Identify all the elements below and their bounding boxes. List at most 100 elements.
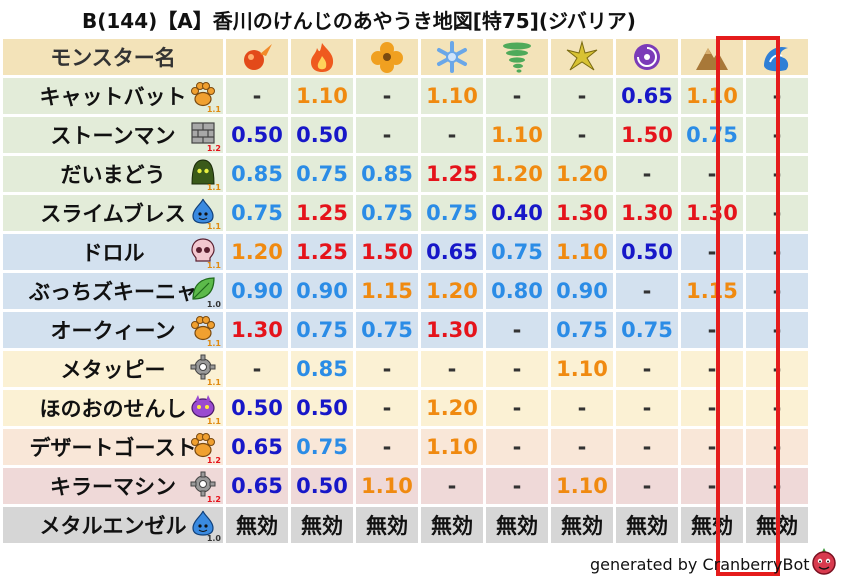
- monster-name-cell: だいまどう 1.1: [3, 156, 223, 192]
- resistance-value-cell: 0.50: [226, 117, 288, 153]
- monster-name: スライムブレス: [40, 202, 186, 226]
- monster-size-label: 1.1: [206, 183, 221, 192]
- element-header-earth-mountain-icon: [681, 39, 743, 75]
- monster-name-cell: メタルエンゼル 1.0: [3, 507, 223, 543]
- resistance-value-cell: 0.50: [616, 234, 678, 270]
- skull-icon: [189, 236, 217, 264]
- resistance-value-cell: 無効: [551, 507, 613, 543]
- resistance-value-cell: -: [356, 78, 418, 114]
- monster-name-cell: キャットバット 1.1: [3, 78, 223, 114]
- table-row: メタッピー 1.1-0.85- - -1.10- - -: [3, 351, 808, 387]
- table-row: オークィーン 1.1 1.30 0.75 0.75 1.30-0.75 0.75- -: [3, 312, 808, 348]
- monster-name: キラーマシン: [50, 475, 176, 499]
- monster-size-label: 1.1: [206, 339, 221, 348]
- resistance-value-cell: 0.65: [616, 78, 678, 114]
- resistance-value-cell: 1.20: [226, 234, 288, 270]
- resistance-value-cell: -: [746, 468, 808, 504]
- table-row: キャットバット 1.1-1.10-1.10- -0.65 1.10-: [3, 78, 808, 114]
- resistance-value-cell: -: [746, 234, 808, 270]
- resistance-value-cell: 1.30: [681, 195, 743, 231]
- resistance-value-cell: 1.20: [551, 156, 613, 192]
- resistance-value-cell: 1.10: [356, 468, 418, 504]
- resistance-value-cell: 1.10: [681, 78, 743, 114]
- resistance-value-cell: 1.15: [681, 273, 743, 309]
- resistance-value-cell: 1.25: [291, 195, 353, 231]
- resistance-value-cell: -: [746, 429, 808, 465]
- resistance-value-cell: -: [486, 351, 548, 387]
- element-header-water-wave-icon: [746, 39, 808, 75]
- monster-size-label: 1.1: [206, 378, 221, 387]
- resistance-value-cell: 0.50: [291, 468, 353, 504]
- resistance-value-cell: -: [616, 273, 678, 309]
- monster-name-cell: スライムブレス 1.1: [3, 195, 223, 231]
- resistance-value-cell: 0.40: [486, 195, 548, 231]
- water-wave-icon: [746, 40, 808, 74]
- resistance-value-cell: -: [681, 429, 743, 465]
- monster-name: ほのおのせんし: [39, 397, 187, 421]
- fire-ball-icon: [226, 40, 288, 74]
- element-header-flame-icon: [291, 39, 353, 75]
- resistance-value-cell: -: [681, 234, 743, 270]
- monster-name: キャットバット: [39, 85, 187, 109]
- resistance-value-cell: 無効: [226, 507, 288, 543]
- purple-beast-icon: [189, 392, 217, 420]
- monster-size-label: 1.0: [206, 300, 221, 309]
- paw-icon: [189, 314, 217, 342]
- resistance-value-cell: -: [746, 273, 808, 309]
- resistance-value-cell: -: [681, 351, 743, 387]
- resistance-value-cell: -: [356, 429, 418, 465]
- resistance-value-cell: 1.10: [551, 351, 613, 387]
- resistance-value-cell: 無効: [746, 507, 808, 543]
- resistance-value-cell: 0.75: [486, 234, 548, 270]
- resistance-value-cell: -: [616, 390, 678, 426]
- resistance-value-cell: 0.50: [291, 390, 353, 426]
- resistance-value-cell: -: [746, 351, 808, 387]
- footer-credit: generated by CranberryBot: [590, 555, 810, 574]
- table-row: キラーマシン 1.2 0.65 0.50 1.10- -1.10- - -: [3, 468, 808, 504]
- monster-name: オークィーン: [50, 319, 176, 343]
- resistance-value-cell: 1.30: [226, 312, 288, 348]
- monster-size-label: 1.2: [206, 144, 221, 153]
- resistance-value-cell: 0.50: [226, 390, 288, 426]
- lightning-burst-icon: [551, 40, 613, 74]
- resistance-value-cell: 0.90: [551, 273, 613, 309]
- resistance-value-cell: 1.10: [421, 429, 483, 465]
- resistance-value-cell: 0.85: [356, 156, 418, 192]
- resistance-value-cell: -: [421, 117, 483, 153]
- resistance-value-cell: 0.75: [356, 195, 418, 231]
- monster-name-cell: ストーンマン 1.2: [3, 117, 223, 153]
- resistance-value-cell: 1.10: [291, 78, 353, 114]
- resistance-value-cell: 1.10: [551, 234, 613, 270]
- resistance-value-cell: 1.30: [421, 312, 483, 348]
- hooded-mage-icon: [189, 158, 217, 186]
- monster-size-label: 1.1: [206, 417, 221, 426]
- resistance-value-cell: 1.30: [616, 195, 678, 231]
- monster-name-cell: ぶっちズキーニャ 1.0: [3, 273, 223, 309]
- resistance-value-cell: 1.20: [421, 390, 483, 426]
- resistance-value-cell: -: [746, 117, 808, 153]
- table-body: キャットバット 1.1-1.10-1.10- -0.65 1.10- ストーンマン 1.2…: [3, 78, 808, 543]
- monster-name: メタルエンゼル: [39, 514, 187, 538]
- resistance-value-cell: 0.85: [291, 351, 353, 387]
- resistance-value-cell: -: [551, 390, 613, 426]
- resistance-value-cell: -: [616, 351, 678, 387]
- resistance-value-cell: 1.50: [356, 234, 418, 270]
- monster-size-label: 1.1: [206, 261, 221, 270]
- resistance-value-cell: 1.25: [421, 156, 483, 192]
- monster-name-cell: キラーマシン 1.2: [3, 468, 223, 504]
- resistance-value-cell: -: [356, 390, 418, 426]
- monster-name-header: モンスター名: [3, 39, 223, 75]
- monster-name: メタッピー: [60, 358, 166, 382]
- resistance-value-cell: -: [746, 390, 808, 426]
- resistance-value-cell: 0.75: [291, 429, 353, 465]
- tornado-icon: [486, 40, 548, 74]
- resistance-value-cell: 無効: [356, 507, 418, 543]
- resistance-value-cell: 0.90: [291, 273, 353, 309]
- resistance-value-cell: 0.75: [291, 156, 353, 192]
- resistance-value-cell: 無効: [681, 507, 743, 543]
- resistance-value-cell: -: [226, 351, 288, 387]
- paw-icon: [189, 431, 217, 459]
- page-title: B(144)【A】香川のけんじのあやうき地図[特75](ジバリア): [82, 9, 636, 33]
- resistance-value-cell: -: [616, 429, 678, 465]
- resistance-value-cell: -: [681, 312, 743, 348]
